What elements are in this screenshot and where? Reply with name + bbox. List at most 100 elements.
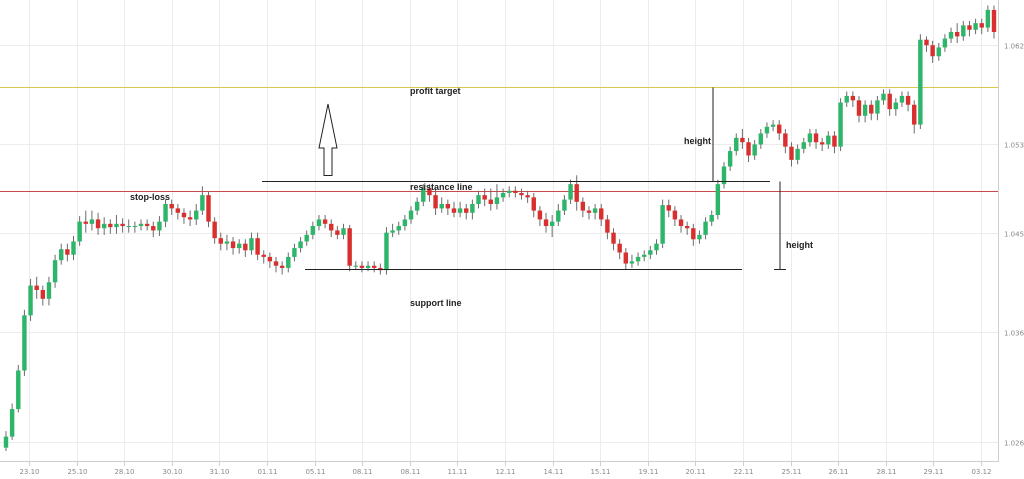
- candle-body: [899, 95, 905, 103]
- height-top-label: height: [684, 136, 711, 146]
- candle-body: [684, 226, 690, 229]
- candle-body: [752, 144, 757, 156]
- x-tick-label: 08.11: [352, 468, 372, 476]
- candle-body: [721, 166, 727, 185]
- candle-body: [660, 205, 665, 244]
- candle-body: [500, 192, 506, 198]
- candle-body: [40, 289, 46, 299]
- candle-body: [727, 151, 733, 167]
- candle-body: [52, 260, 58, 283]
- candle-body: [476, 195, 481, 204]
- candle-body: [359, 265, 365, 268]
- candle-body: [3, 436, 9, 448]
- stop-loss-label: stop-loss: [130, 192, 170, 202]
- candle-body: [144, 223, 150, 227]
- candle-body: [807, 133, 813, 143]
- candle-body: [586, 210, 592, 213]
- candle-body: [948, 31, 954, 39]
- candle-body: [678, 219, 684, 227]
- candle-body: [611, 232, 616, 244]
- candle-body: [525, 195, 530, 198]
- candle-body: [396, 226, 401, 231]
- candle-body: [777, 124, 782, 134]
- candle-body: [175, 208, 181, 213]
- candle-body: [513, 190, 518, 193]
- candle-body: [353, 265, 358, 267]
- candle-body: [101, 223, 107, 229]
- x-tick-label: 25.11: [781, 468, 801, 476]
- candle-body: [310, 226, 316, 235]
- x-tick-label: 25.10: [67, 468, 87, 476]
- candle-body: [408, 210, 414, 220]
- candle-body: [795, 148, 800, 160]
- candle-body: [592, 208, 598, 213]
- x-tick-label: 23.10: [19, 468, 39, 476]
- x-tick-label: 28.10: [114, 468, 134, 476]
- x-tick-label: 19.11: [638, 468, 658, 476]
- candle-body: [335, 230, 340, 235]
- candle-body: [506, 190, 512, 193]
- candle-body: [304, 234, 309, 242]
- candle-body: [967, 25, 972, 30]
- candle-body: [157, 221, 162, 231]
- candle-body: [746, 142, 751, 156]
- candle-body: [764, 126, 770, 134]
- x-axis-ticks: 23.10 25.10 28.10 30.10 31.10 01.11 05.11 08.11…: [19, 462, 992, 476]
- x-tick-label: 28.11: [876, 468, 896, 476]
- y-tick-label: 1.0260: [1004, 440, 1024, 448]
- candle-body: [844, 95, 849, 103]
- x-tick-label: 11.11: [447, 468, 467, 476]
- candle-body: [734, 137, 739, 152]
- up-arrow-icon: [318, 103, 338, 176]
- y-axis-ticks: 1.0620 1.0530 1.0450 1.0360 1.0260: [1004, 43, 1024, 448]
- candle-body: [65, 249, 70, 255]
- candle-body: [71, 241, 76, 255]
- candle-body: [138, 223, 144, 227]
- candle-body: [414, 201, 420, 211]
- candle-body: [580, 201, 586, 211]
- candle-body: [985, 9, 991, 28]
- candle-body: [83, 221, 88, 224]
- candle-body: [163, 203, 168, 222]
- x-tick-label: 14.11: [543, 468, 563, 476]
- candle-body: [672, 210, 678, 220]
- candle-body: [740, 137, 745, 143]
- candle-body: [218, 238, 223, 244]
- candle-body: [930, 45, 935, 57]
- candle-body: [261, 254, 266, 257]
- candle-body: [875, 100, 880, 114]
- y-tick-label: 1.0450: [1004, 231, 1024, 239]
- candle-body: [236, 243, 242, 249]
- candle-body: [181, 212, 187, 218]
- x-tick-label: 30.10: [162, 468, 182, 476]
- candle-body: [893, 102, 899, 110]
- candle-body: [942, 38, 948, 48]
- candle-body: [482, 195, 487, 200]
- candle-body: [89, 219, 95, 224]
- x-tick-label: 01.11: [257, 468, 277, 476]
- candle-body: [918, 39, 923, 125]
- x-tick-label: 31.10: [209, 468, 229, 476]
- candle-body: [697, 234, 702, 240]
- support-line-label: support line: [410, 298, 462, 308]
- candle-body: [371, 265, 377, 268]
- candle-body: [365, 265, 371, 268]
- candle-body: [838, 102, 843, 147]
- candle-body: [267, 256, 273, 262]
- candle-body: [973, 23, 978, 30]
- candle-body: [519, 192, 524, 196]
- candle-body: [347, 228, 352, 266]
- candle-body: [457, 208, 463, 213]
- candle-body: [132, 226, 138, 228]
- candle-body: [783, 133, 788, 147]
- candle-body: [212, 221, 217, 239]
- candle-body: [654, 243, 659, 251]
- candle-body: [991, 9, 997, 32]
- candle-body: [206, 195, 211, 222]
- candle-body: [126, 226, 131, 228]
- candles: [3, 5, 997, 451]
- candle-body: [421, 188, 426, 202]
- candle-body: [936, 47, 941, 57]
- candle-body: [562, 199, 567, 211]
